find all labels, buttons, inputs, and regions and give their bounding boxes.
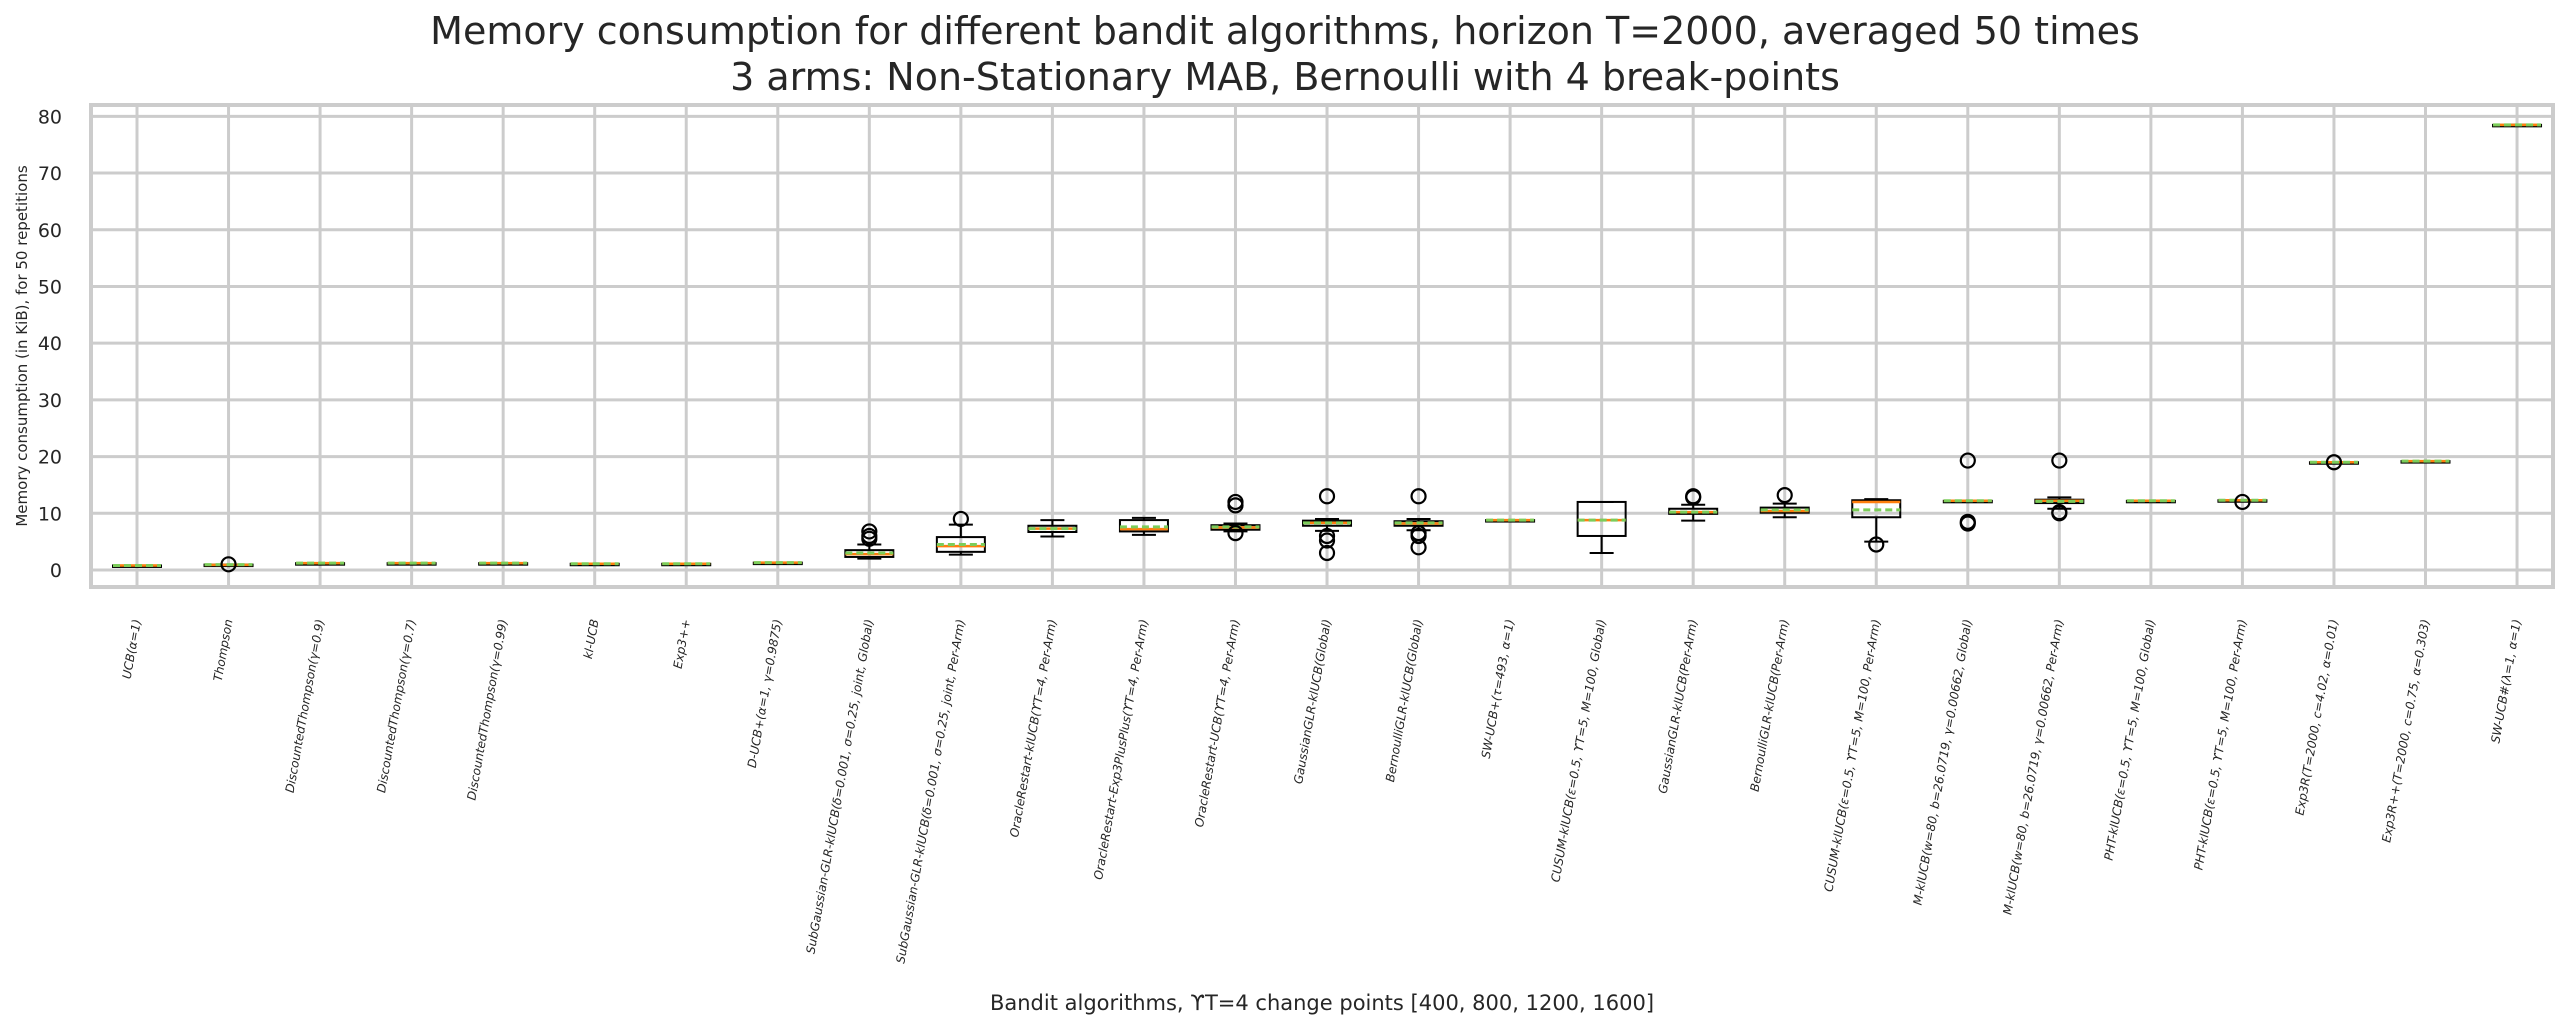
box-25	[2308, 454, 2359, 471]
outlier-point	[1959, 513, 1976, 530]
category-labels: UCB(α=1) Thompson DiscountedThompson(γ=0.9…	[120, 618, 2524, 964]
outlier-point	[1868, 536, 1885, 553]
box-8	[752, 561, 803, 566]
box-6	[569, 562, 620, 567]
box-19	[1759, 487, 1810, 519]
outlier-point	[1318, 544, 1336, 562]
box-10	[935, 510, 986, 556]
category-label: DiscountedThompson(γ=0.9)	[283, 618, 327, 794]
box-22	[2034, 452, 2085, 522]
category-label: SW-UCB+(τ=493, α=1)	[1479, 618, 1517, 759]
category-label: M-klUCB(w=80, b=26.0719, γ=0.00662, Glob…	[1911, 618, 1975, 906]
box-2	[203, 556, 254, 573]
boxes-layer	[112, 123, 2543, 573]
box-15	[1393, 488, 1444, 556]
category-label: SubGaussian-GLR-klUCB(δ=0.001, σ=0.25, j…	[804, 618, 877, 955]
category-label: GaussianGLR-klUCB(Global)	[1291, 618, 1334, 785]
outlier-point	[1318, 532, 1336, 549]
category-label: D-UCB+(α=1, γ=0.9875)	[745, 618, 785, 769]
outlier-point	[952, 510, 969, 528]
category-label: Thompson	[211, 618, 236, 682]
category-label: CUSUM-klUCB(ε=0.5, ϒT=5, M=100, Global)	[1548, 618, 1608, 883]
category-label: UCB(α=1)	[120, 618, 144, 680]
box-11	[1027, 519, 1078, 538]
outlier-point	[2234, 493, 2251, 511]
box-23	[2125, 499, 2176, 504]
outlier-point	[1318, 488, 1336, 505]
outlier-point	[2051, 452, 2068, 469]
box-18	[1668, 488, 1719, 522]
y-tick-label: 50	[38, 276, 62, 298]
chart-subtitle: 3 arms: Non-Stationary MAB, Bernoulli wi…	[730, 55, 1840, 99]
x-axis-label: Bandit algorithms, ϒT=4 change points [4…	[990, 991, 1654, 1015]
box-4	[386, 561, 437, 566]
y-tick-label: 20	[38, 447, 62, 469]
category-label: OracleRestart-Exp3PlusPlus(ϒT=4, Per-Arm…	[1091, 618, 1151, 881]
outlier-point	[861, 527, 878, 545]
y-tick-label: 30	[38, 390, 62, 412]
category-label: PHT-klUCB(ε=0.5, ϒT=5, M=100, Global)	[2102, 618, 2158, 861]
category-label: OracleRestart-klUCB(ϒT=4, Per-Arm)	[1007, 618, 1059, 838]
category-label: OracleRestart-UCB(ϒT=4, Per-Arm)	[1192, 618, 1242, 828]
box-5	[478, 561, 529, 566]
box-7	[661, 562, 712, 567]
category-label: BernoulliGLR-klUCB(Per-Arm)	[1748, 618, 1792, 793]
category-label: BernoulliGLR-klUCB(Global)	[1383, 618, 1425, 783]
outlier-point	[1776, 487, 1793, 504]
box-9	[844, 523, 895, 560]
y-tick-label: 80	[38, 106, 62, 128]
category-label: PHT-klUCB(ε=0.5, ϒT=5, M=100, Per-Arm)	[2191, 618, 2249, 871]
y-tick-label: 60	[38, 220, 62, 242]
box-17	[1576, 500, 1627, 554]
box-27	[2492, 123, 2543, 128]
category-label: kl-UCB	[581, 618, 602, 660]
box-3	[295, 561, 346, 566]
y-axis-label: Memory consumption (in KiB), for 50 repe…	[13, 165, 31, 526]
y-tick-label: 10	[38, 503, 62, 525]
box-14	[1302, 488, 1353, 562]
outlier-point	[1410, 527, 1427, 545]
chart-title: Memory consumption for different bandit …	[430, 9, 2140, 53]
box-21	[1942, 452, 1993, 532]
outlier-point	[1685, 488, 1702, 505]
outlier-point	[1959, 452, 1976, 469]
category-label: Exp3R(T=2000, c=4.02, α=0.01)	[2293, 618, 2341, 816]
box-26	[2400, 459, 2451, 464]
outlier-point	[861, 523, 878, 540]
box-24	[2217, 493, 2268, 511]
outlier-point	[1318, 527, 1336, 545]
outlier-point	[1410, 539, 1427, 556]
y-tick-label: 0	[50, 560, 62, 582]
box-16	[1485, 518, 1536, 523]
category-label: DiscountedThompson(γ=0.7)	[374, 618, 418, 794]
category-label: CUSUM-klUCB(ε=0.5, ϒT=5, M=100, Per-Arm)	[1821, 618, 1883, 893]
outlier-point	[1227, 493, 1244, 511]
outlier-point	[220, 556, 237, 573]
outlier-point	[2051, 505, 2068, 522]
box-20	[1851, 498, 1902, 553]
plot-frame	[89, 103, 2555, 589]
outlier-point	[1227, 525, 1244, 542]
outlier-point	[2325, 454, 2343, 471]
grid-layer	[91, 105, 2553, 587]
category-label: DiscountedThompson(γ=0.99)	[464, 618, 510, 801]
outlier-point	[1410, 488, 1427, 505]
category-label: Exp3R++(T=2000, c=0.75, α=0.303)	[2379, 618, 2432, 844]
box-12	[1118, 516, 1169, 536]
box-13	[1210, 493, 1261, 542]
category-label: GaussianGLR-klUCB(Per-Arm)	[1656, 618, 1700, 795]
y-tick-label: 70	[38, 163, 62, 185]
y-tick-label: 40	[38, 333, 62, 355]
category-label: SW-UCB#(λ=1, α=1)	[2488, 618, 2524, 744]
box-1	[112, 563, 162, 568]
category-label: Exp3++	[671, 618, 693, 670]
y-ticks: 0 10 20 30 40 50 60 70 80	[38, 106, 62, 582]
category-label: SubGaussian-GLR-klUCB(δ=0.001, σ=0.25, j…	[893, 618, 967, 964]
category-label: M-klUCB(w=80, b=26.0719, γ=0.00662, Per-…	[2000, 618, 2066, 916]
